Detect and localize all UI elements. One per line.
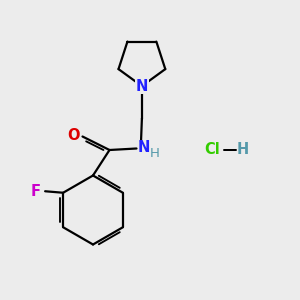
Text: F: F [31, 184, 40, 199]
Text: H: H [150, 146, 160, 160]
Text: N: N [138, 140, 150, 154]
Text: Cl: Cl [204, 142, 220, 158]
Text: O: O [68, 128, 80, 142]
Text: H: H [236, 142, 249, 158]
Text: N: N [136, 79, 148, 94]
